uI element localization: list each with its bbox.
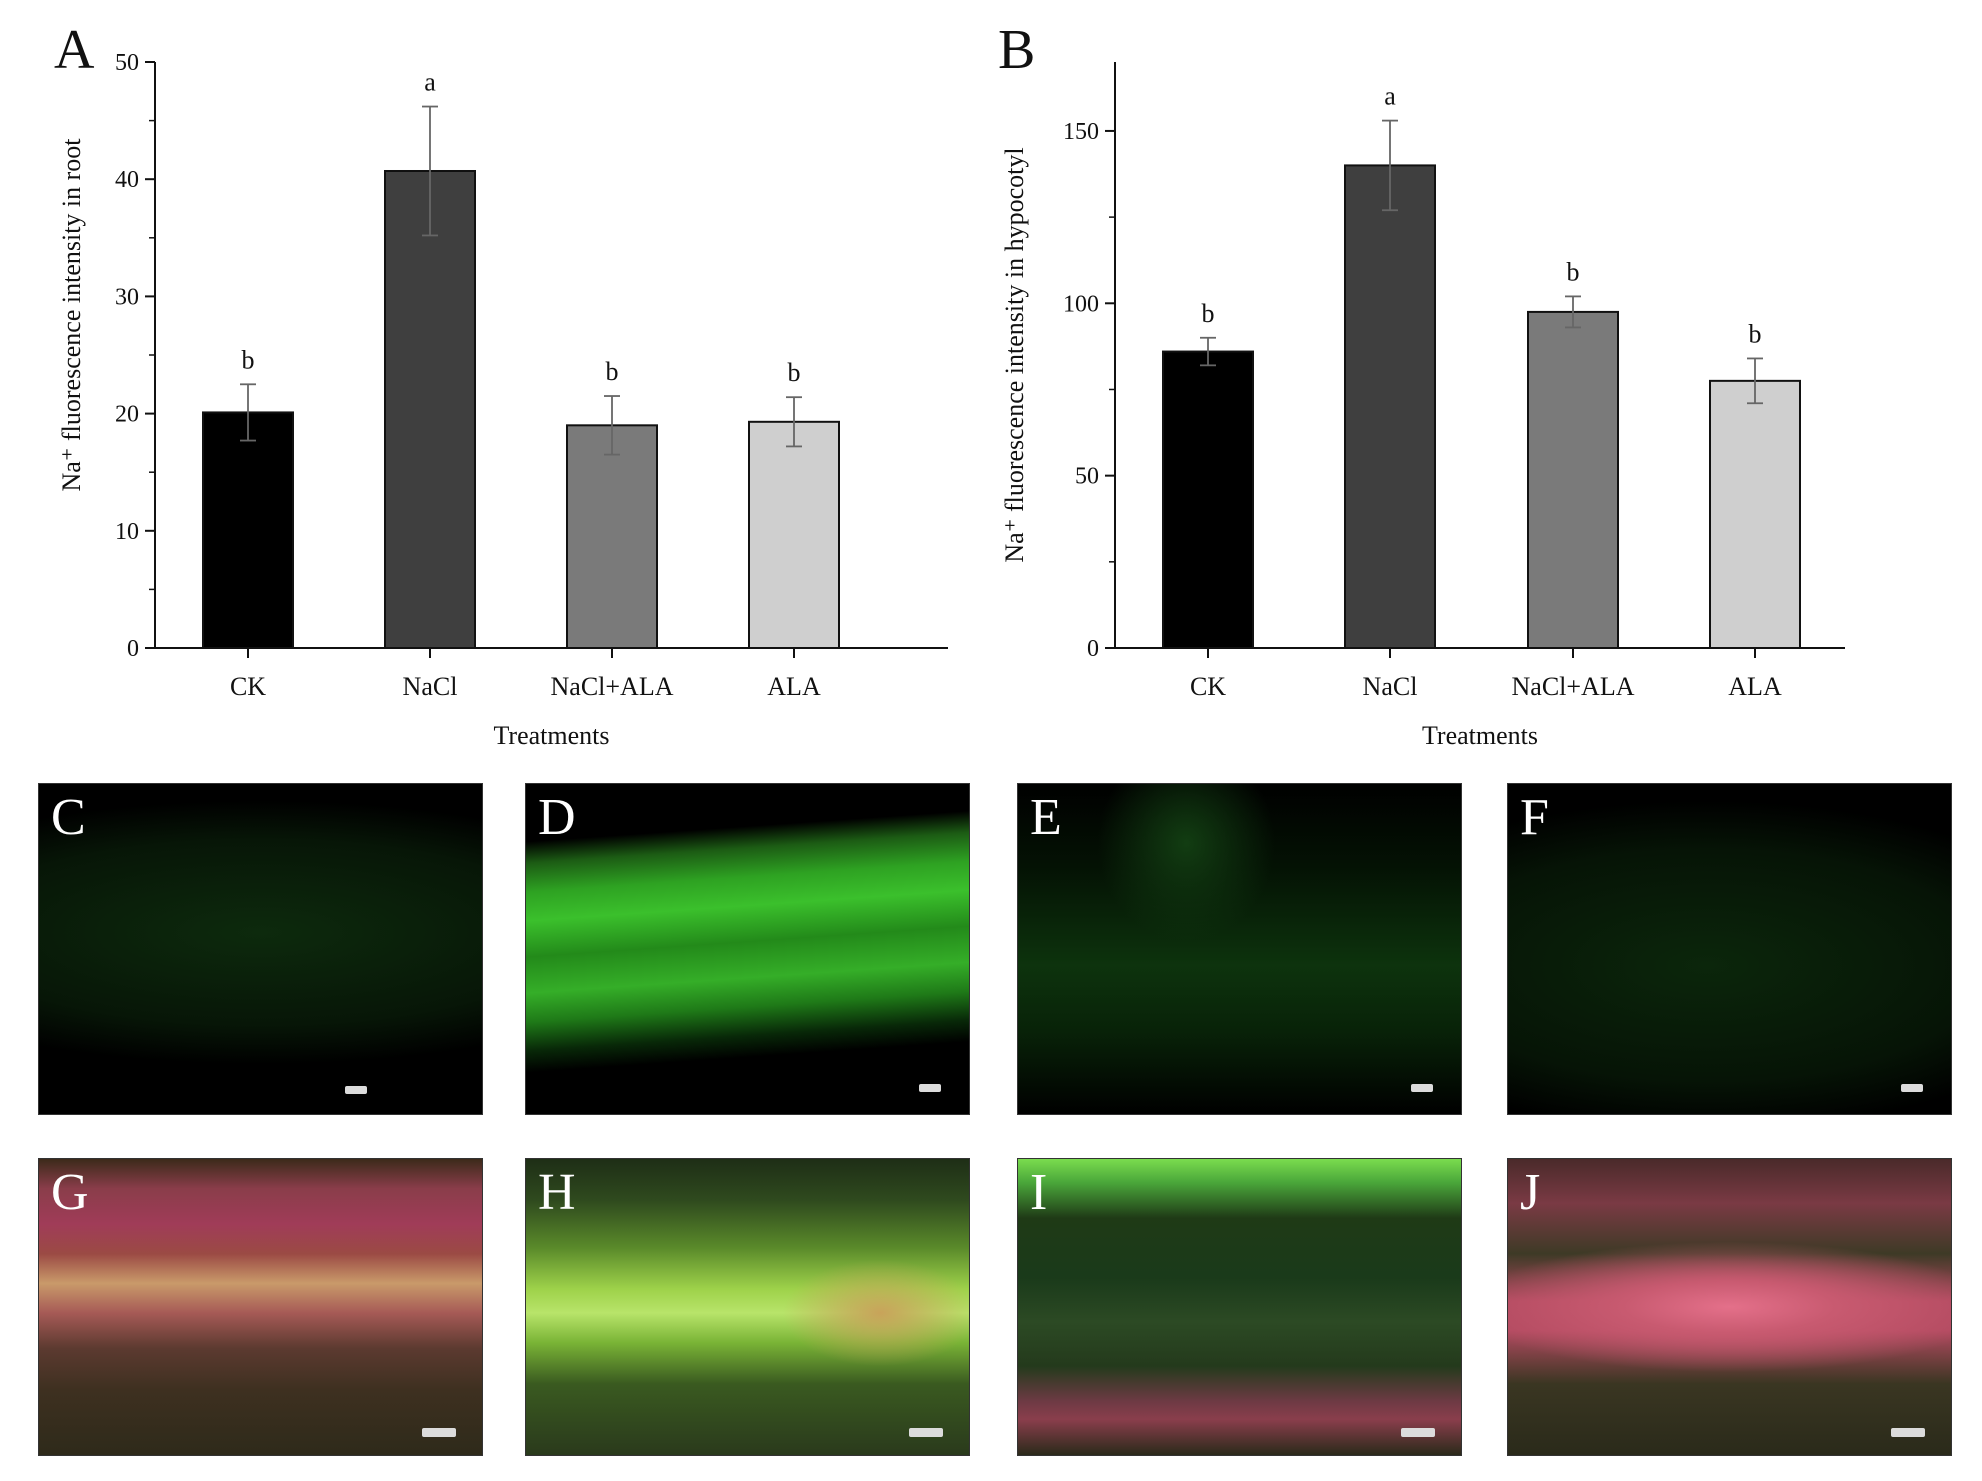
bar-nacl-ala (566, 424, 658, 649)
bar-ala (748, 420, 840, 649)
x-tick-label: CK (230, 672, 266, 701)
y-tick-label: 50 (1075, 464, 1099, 490)
scale-bar (422, 1428, 456, 1437)
significance-letter: b (1749, 319, 1762, 348)
scale-bar (909, 1428, 943, 1437)
y-tick-label: 30 (115, 284, 139, 310)
y-tick-label: 10 (115, 519, 139, 545)
merged-image-j: J (1507, 1158, 1952, 1456)
x-tick-label: NaCl (1363, 672, 1418, 701)
fluorescence-image-c: C (38, 783, 483, 1115)
significance-letter: a (1384, 82, 1396, 111)
x-tick-label: NaCl (403, 672, 458, 701)
y-tick-label: 20 (115, 402, 139, 428)
scale-bar (1901, 1084, 1923, 1092)
bar-ck (202, 411, 294, 650)
x-tick-label: NaCl+ALA (551, 672, 674, 701)
panel-letter-e: E (1030, 789, 1062, 846)
panel-letter-f: F (1520, 789, 1549, 846)
bar-charts: 0 10 20 30 40 50 b CK a NaCl b NaCl+ALA b ALA Treatmen… (57, 50, 1845, 750)
x-tick-label: ALA (767, 672, 821, 701)
bar-ala (1709, 379, 1801, 649)
bar-nacl-ala (1527, 310, 1619, 649)
scale-bar (1401, 1428, 1435, 1437)
x-tick-label: CK (1190, 672, 1226, 701)
significance-letter: b (606, 357, 619, 386)
chart-b: 0 50 100 150 b CK a NaCl b NaCl+ALA b ALA Treatments… (1000, 62, 1845, 750)
merged-image-g: G (38, 1158, 483, 1456)
x-axis-label: Treatments (1422, 721, 1538, 750)
y-tick-label: 40 (115, 167, 139, 193)
panel-letter-h: H (538, 1164, 576, 1221)
scale-bar (345, 1086, 367, 1094)
y-tick-label: 0 (1087, 636, 1099, 662)
fluorescence-image-f: F (1507, 783, 1952, 1115)
merged-image-i: I (1017, 1158, 1462, 1456)
panel-letter-j: J (1520, 1164, 1541, 1221)
y-tick-label: 100 (1063, 291, 1099, 317)
merged-image-h: H (525, 1158, 970, 1456)
panel-letter-i: I (1030, 1164, 1048, 1221)
significance-letter: b (242, 345, 255, 374)
chart-a: 0 10 20 30 40 50 b CK a NaCl b NaCl+ALA b ALA Treatmen… (57, 50, 948, 750)
panel-letter-d: D (538, 789, 576, 846)
significance-letter: b (1567, 257, 1580, 286)
y-tick-label: 150 (1063, 119, 1099, 145)
panel-letter-g: G (51, 1164, 89, 1221)
x-tick-label: NaCl+ALA (1512, 672, 1635, 701)
y-tick-label: 0 (127, 636, 139, 662)
x-axis-label: Treatments (493, 721, 609, 750)
significance-letter: a (424, 68, 436, 97)
significance-letter: b (1202, 299, 1215, 328)
fluorescence-image-e: E (1017, 783, 1462, 1115)
fluorescence-image-d: D (525, 783, 970, 1115)
y-tick-label: 50 (115, 50, 139, 76)
scale-bar (1891, 1428, 1925, 1437)
panel-letter-a: A (54, 19, 95, 81)
y-axis-label: Na⁺ fluorescence intensity in root (57, 138, 86, 492)
bar-nacl (1344, 164, 1436, 649)
scale-bar (919, 1084, 941, 1092)
bar-nacl (384, 169, 476, 649)
bar-ck (1162, 350, 1254, 649)
panel-letter-c: C (51, 789, 86, 846)
y-axis-label: Na⁺ fluorescence intensity in hypocotyl (1000, 147, 1029, 562)
panel-letter-b: B (998, 19, 1036, 81)
scale-bar (1411, 1084, 1433, 1092)
significance-letter: b (788, 358, 801, 387)
x-tick-label: ALA (1728, 672, 1782, 701)
